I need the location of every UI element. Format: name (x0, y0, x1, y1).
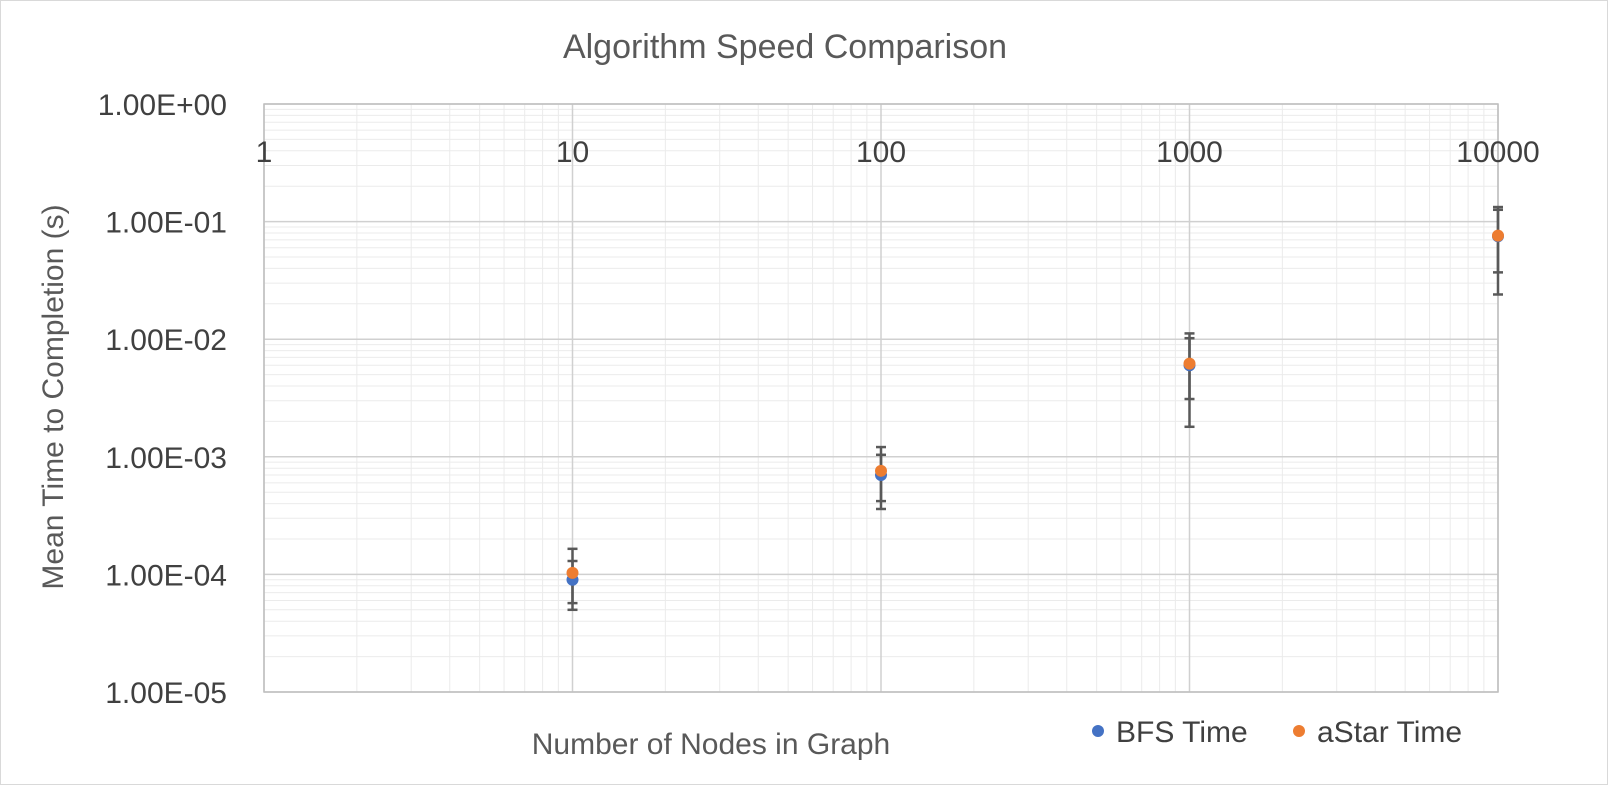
astar-time-point (566, 566, 579, 579)
legend-label-astar-time: aStar Time (1317, 716, 1462, 749)
plot-border (263, 103, 1499, 693)
y-tick-label: 1.00E-02 (105, 324, 227, 357)
astar-time-point (875, 464, 887, 477)
y-tick-label: 1.00E-05 (105, 677, 227, 710)
astar-time-point (1183, 357, 1196, 370)
data-points (566, 229, 1504, 586)
chart-title: Algorithm Speed Comparison (563, 28, 1007, 66)
x-tick-label: 100 (856, 136, 906, 169)
y-tick-labels: 1.00E+00 1.00E-01 1.00E-02 1.00E-03 1.00E-04… (98, 89, 227, 710)
y-tick-label: 1.00E-04 (105, 559, 227, 592)
major-gridlines (263, 103, 1499, 693)
y-tick-label: 1.00E+00 (98, 89, 227, 122)
y-axis-title: Mean Time to Completion (s) (37, 204, 70, 589)
y-tick-label: 1.00E-03 (105, 442, 227, 475)
error-bars (567, 205, 1503, 612)
x-tick-labels: 1 10 100 1000 10000 (256, 136, 1540, 169)
astar-time-point (1492, 229, 1504, 242)
x-tick-label: 10000 (1456, 136, 1539, 169)
legend: BFS Time aStar Time (1092, 716, 1462, 749)
legend-marker-astar-time (1293, 725, 1305, 737)
legend-label-bfs-time: BFS Time (1116, 716, 1248, 749)
x-tick-label: 10 (556, 136, 589, 169)
plot-area-border (263, 103, 1499, 693)
x-tick-label: 1000 (1156, 136, 1223, 169)
x-tick-label: 1 (256, 136, 273, 169)
legend-marker-bfs-time (1092, 725, 1104, 737)
x-axis-title: Number of Nodes in Graph (532, 728, 891, 761)
y-tick-label: 1.00E-01 (105, 207, 227, 240)
